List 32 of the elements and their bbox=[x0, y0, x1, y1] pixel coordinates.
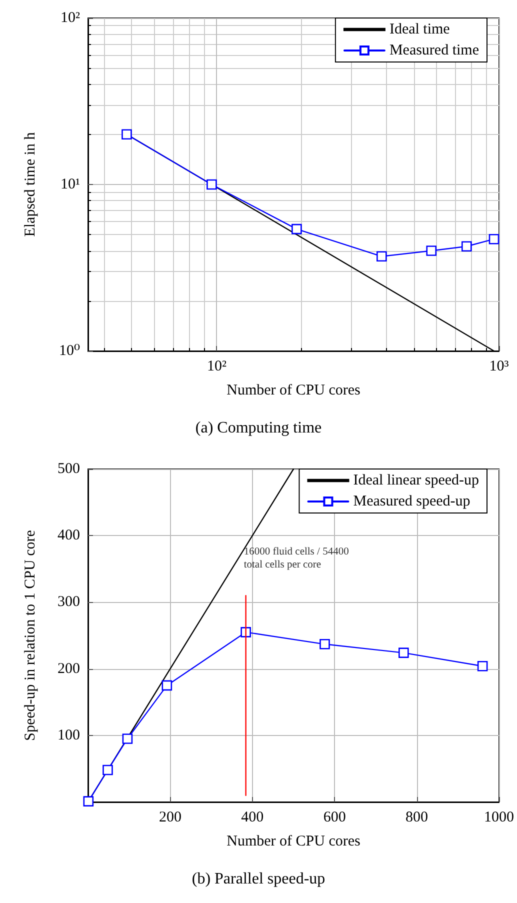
x-tick-label: 400 bbox=[241, 810, 264, 826]
x-tick-label: 10³ bbox=[489, 358, 510, 374]
x-tick-label: 600 bbox=[323, 810, 346, 826]
y-tick-label: 10² bbox=[60, 10, 80, 26]
y-tick-label: 500 bbox=[58, 461, 80, 477]
legend-label: Ideal time bbox=[389, 22, 450, 38]
point bbox=[320, 639, 330, 650]
point bbox=[102, 764, 113, 776]
text: (a) Computing time bbox=[195, 420, 322, 436]
y-axis-title: Elapsed time in h bbox=[22, 132, 38, 237]
y-tick-label: 10⁰ bbox=[58, 343, 80, 359]
point bbox=[83, 796, 94, 806]
y-tick-label: 400 bbox=[58, 528, 80, 544]
legend-label: Ideal linear speed-up bbox=[353, 472, 480, 488]
legend-label: Measured speed-up bbox=[353, 494, 470, 510]
point bbox=[398, 648, 409, 658]
point bbox=[162, 680, 172, 691]
y-tick-label: 300 bbox=[58, 594, 80, 610]
x-tick-label: 1000 bbox=[484, 810, 514, 826]
y-axis-title: Speed-up in relation to 1 CPU core bbox=[22, 530, 38, 741]
x-axis-title: Number of CPU cores bbox=[226, 834, 361, 850]
point bbox=[477, 660, 488, 672]
annotation: 16000 fluid cells / 54400 total cells per core bbox=[244, 546, 352, 571]
x-tick-label: 800 bbox=[406, 810, 428, 826]
y-tick-label: 10¹ bbox=[60, 176, 80, 192]
point bbox=[122, 734, 133, 744]
x-axis-title: Number of CPU cores bbox=[226, 382, 361, 398]
text: (b) Parallel speed-up bbox=[192, 870, 326, 888]
y-tick-label: 100 bbox=[58, 727, 80, 744]
legend-label: Measured time bbox=[389, 42, 480, 58]
y-tick-label: 200 bbox=[58, 660, 80, 677]
x-tick-label: 200 bbox=[158, 810, 182, 826]
